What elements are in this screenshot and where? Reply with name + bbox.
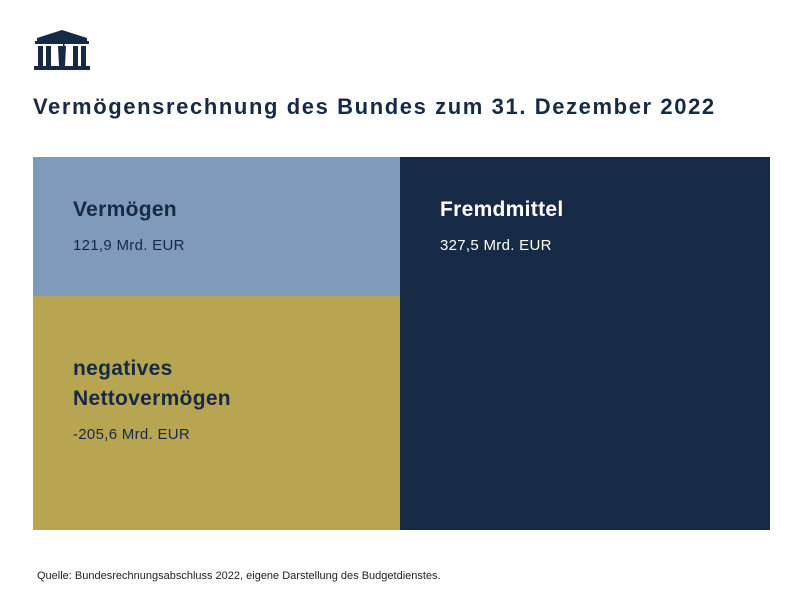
balance-sheet-chart: Vermögen 121,9 Mrd. EUR negatives Nettoverm…: [33, 157, 770, 530]
segment-fremdmittel: Fremdmittel 327,5 Mrd. EUR: [400, 157, 770, 530]
segment-label: Vermögen: [73, 198, 177, 221]
segment-value: -205,6 Mrd. EUR: [73, 425, 191, 443]
segment-negatives-nettovermögen: negatives Nettovermögen -205,6 Mrd. EUR: [33, 295, 400, 530]
segment-value: 121,9 Mrd. EUR: [73, 237, 185, 254]
chart-title: Vermögensrechnung des Bundes zum 31. Dez…: [33, 94, 716, 119]
parliament-logo: [33, 28, 91, 75]
source-note: Quelle: Bundesrechnungsabschluss 2022, e…: [37, 570, 441, 582]
segment-label: negatives Nettovermögen: [73, 356, 231, 410]
parliament-building-icon: [34, 30, 90, 70]
segment-value: 327,5 Mrd. EUR: [440, 237, 552, 254]
segment-vermögen: Vermögen 121,9 Mrd. EUR: [33, 157, 400, 296]
segment-label: Fremdmittel: [440, 198, 564, 221]
